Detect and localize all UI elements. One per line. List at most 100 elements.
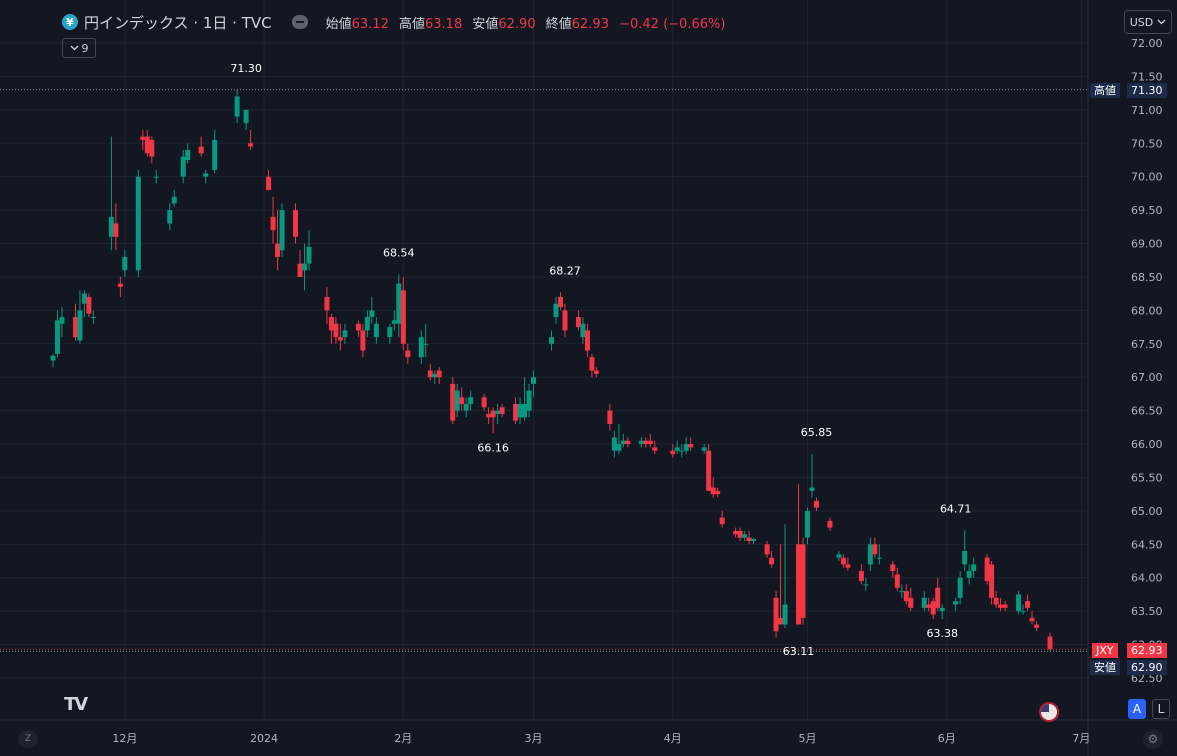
high-tag-value: 71.30 xyxy=(1127,83,1167,98)
candle-body xyxy=(867,544,873,565)
y-tick-label: 68.00 xyxy=(1131,304,1163,317)
price-annotation: 65.85 xyxy=(801,426,833,439)
candle-body xyxy=(737,530,743,538)
candle-body xyxy=(396,283,402,324)
x-axis[interactable]: 12月 2024 2月 3月 4月 5月 6月 7月 xyxy=(112,732,1090,745)
candle-body xyxy=(1002,604,1008,608)
candle-body xyxy=(117,283,123,287)
candle-body xyxy=(153,176,159,178)
gear-icon[interactable]: ⚙ xyxy=(1143,729,1163,749)
candle-body xyxy=(782,604,788,625)
symbol-title[interactable]: 円インデックス · 1日 · TVC xyxy=(84,13,272,32)
candle-body xyxy=(1034,624,1040,628)
zoom-button[interactable]: Z xyxy=(18,730,38,748)
low-value: 62.90 xyxy=(498,16,536,32)
candle-body xyxy=(405,350,411,358)
candle-body xyxy=(391,320,397,324)
candle-body xyxy=(764,544,770,555)
candle-body xyxy=(719,517,725,525)
open-value: 63.12 xyxy=(351,16,389,32)
x-tick-label: 3月 xyxy=(525,732,543,745)
candle-body xyxy=(840,557,846,565)
indicators-count: 9 xyxy=(81,41,89,55)
candle-body xyxy=(1020,611,1026,613)
candle-body xyxy=(769,557,775,565)
candle-body xyxy=(670,450,676,455)
candle-body xyxy=(620,440,626,445)
x-tick-label: 2024 xyxy=(250,732,278,745)
reference-lines xyxy=(0,89,1088,652)
candle-body xyxy=(400,290,406,344)
candle-body xyxy=(387,327,393,338)
symbol-tag: JXY xyxy=(1092,643,1118,658)
candle-body xyxy=(526,390,532,411)
candle-body xyxy=(180,156,186,177)
price-annotations: 71.30 68.54 66.16 68.27 65.85 63.11 64.71 63.38 xyxy=(230,62,971,658)
close-value: 62.93 xyxy=(571,16,609,32)
indicators-toggle-button[interactable]: 9 xyxy=(62,38,96,58)
candle-body xyxy=(638,440,644,445)
candle-body xyxy=(454,390,460,411)
candle-body xyxy=(90,317,96,319)
candle-body xyxy=(930,601,936,615)
candle-body xyxy=(733,530,739,535)
candle-body xyxy=(863,584,869,586)
candle-body xyxy=(957,577,963,598)
y-tick-label: 70.00 xyxy=(1131,171,1163,184)
candle-body xyxy=(144,136,150,154)
candle-body xyxy=(270,216,276,231)
candle-body xyxy=(746,537,752,541)
candles xyxy=(50,89,1053,652)
candle-body xyxy=(198,146,204,154)
chart-header: ¥ 円インデックス · 1日 · TVC 始値63.12 高値63.18 安値6… xyxy=(62,10,731,34)
auto-scale-button[interactable]: A xyxy=(1128,699,1146,719)
candle-body xyxy=(607,410,613,424)
chevron-down-icon xyxy=(70,45,78,51)
y-tick-label: 72.00 xyxy=(1131,37,1163,50)
candle-body xyxy=(423,343,429,345)
candle-body xyxy=(971,564,977,572)
candle-body xyxy=(275,243,281,257)
candle-body xyxy=(266,176,272,191)
candle-body xyxy=(59,317,65,324)
candle-body xyxy=(495,410,501,414)
y-tick-label: 67.50 xyxy=(1131,338,1163,351)
collapse-icon[interactable] xyxy=(291,15,308,29)
y-tick-label: 71.50 xyxy=(1131,70,1163,83)
candle-body xyxy=(140,136,146,140)
candle-body xyxy=(778,617,784,625)
candle-body xyxy=(499,407,505,414)
candle-body xyxy=(809,487,815,491)
candle-body xyxy=(450,383,456,421)
candle-body xyxy=(427,370,433,378)
candle-body xyxy=(337,337,343,341)
candle-body xyxy=(562,310,568,331)
candle-body xyxy=(706,450,712,491)
candle-body xyxy=(751,538,757,541)
candle-body xyxy=(486,413,492,418)
candle-body xyxy=(935,587,941,608)
candle-body xyxy=(611,437,617,451)
currency-button[interactable]: USD xyxy=(1124,10,1172,34)
log-scale-button[interactable]: L xyxy=(1152,699,1170,719)
y-tick-label: 68.50 xyxy=(1131,271,1163,284)
candle-body xyxy=(50,355,56,361)
candle-body xyxy=(77,310,83,341)
candle-body xyxy=(324,297,330,311)
candle-body xyxy=(1025,601,1031,608)
candle-body xyxy=(481,397,487,408)
candle-body xyxy=(836,554,842,558)
candle-body xyxy=(513,403,519,421)
y-axis[interactable]: 62.5063.0063.5064.0064.5065.0065.5066.00… xyxy=(1131,37,1163,685)
candle-body xyxy=(243,109,249,124)
candle-body xyxy=(953,601,959,605)
us-flag-icon[interactable] xyxy=(1039,702,1059,722)
candle-body xyxy=(234,96,240,117)
y-tick-label: 70.50 xyxy=(1131,137,1163,150)
candle-body xyxy=(293,210,299,237)
chevron-down-icon xyxy=(1157,19,1166,25)
close-label: 終値 xyxy=(545,16,572,32)
candle-body xyxy=(683,444,689,451)
tradingview-logo[interactable]: TV xyxy=(64,694,88,715)
